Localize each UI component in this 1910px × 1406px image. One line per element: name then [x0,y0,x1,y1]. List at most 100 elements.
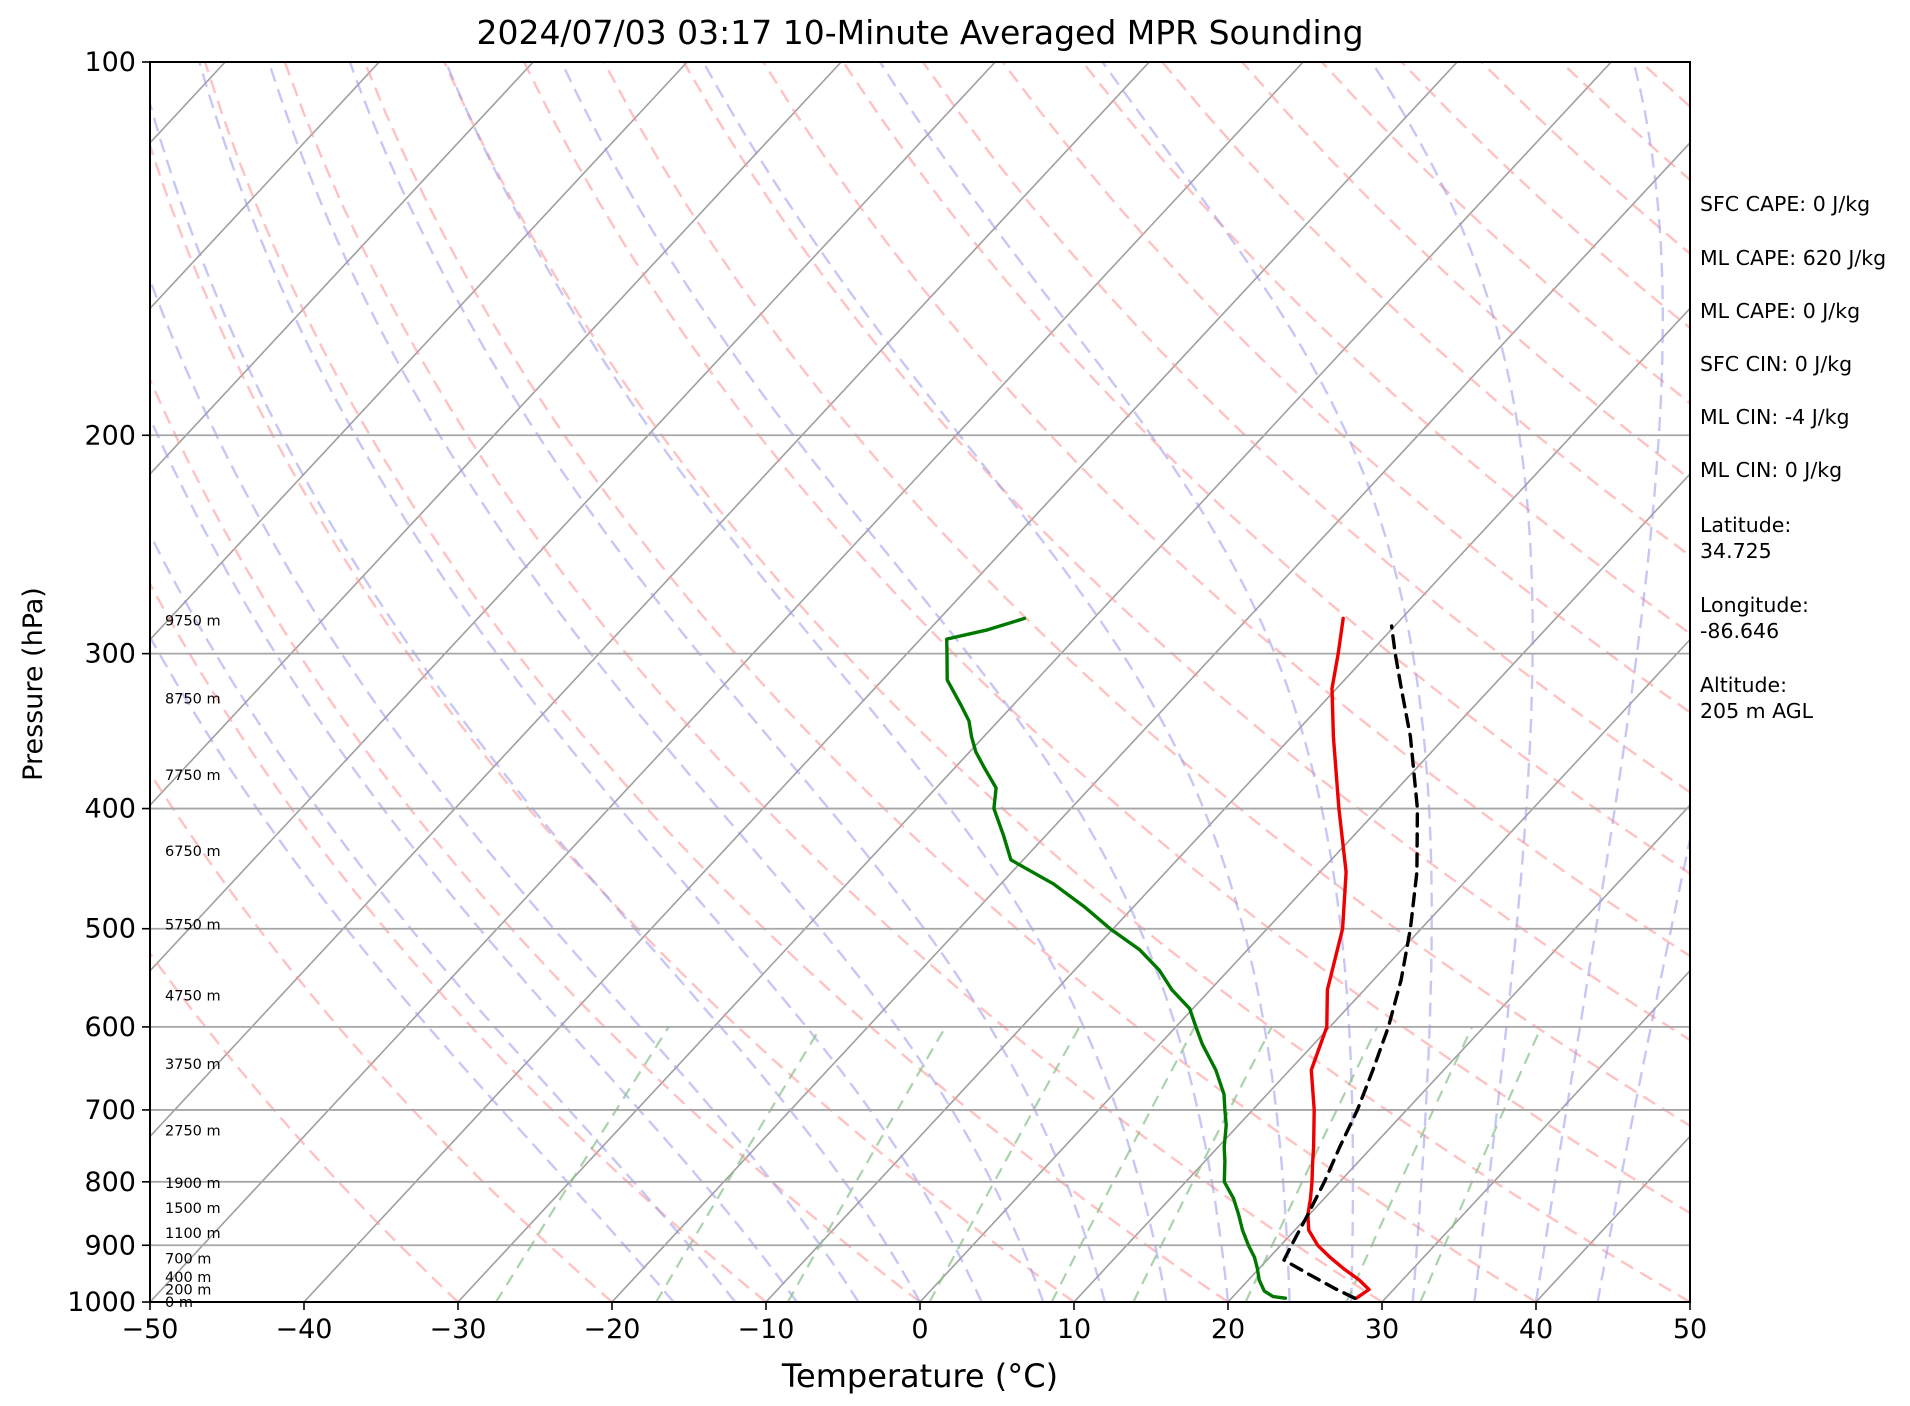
height-label: 9750 m [165,613,221,629]
height-label: 700 m [165,1251,211,1267]
dry-adiabat-line [150,376,921,1302]
info-panel: SFC CAPE: 0 J/kg ML CAPE: 620 J/kg ML CA… [1700,192,1886,723]
y-tick-label: 800 [84,1167,136,1198]
ml-cape-text: ML CAPE: 620 J/kg [1700,246,1886,270]
x-tick-label: 30 [1365,1314,1399,1345]
x-tick-label: 50 [1673,1314,1707,1345]
moist-adiabat-line [1101,62,1433,1302]
isotherm-line [150,62,688,641]
moist-adiabat-line [150,531,737,1302]
x-tick-label: −20 [584,1314,641,1345]
y-tick-label: 200 [84,420,136,451]
x-tick-label: −50 [122,1314,179,1345]
isotherm-line [1381,969,1690,1302]
sounding-series [945,616,1420,1300]
latitude-label: Latitude: [1700,513,1791,537]
mixing-ratio-line [928,1026,1081,1302]
temperature-profile-line [1306,616,1371,1300]
ml-cin-text: ML CIN: -4 J/kg [1700,405,1850,429]
longitude-value: -86.646 [1700,619,1779,643]
y-tick-label: 100 [84,47,136,78]
moist-adiabat-line [150,276,860,1302]
mixing-ratio-line [1050,1026,1196,1302]
dry-adiabat-line [363,62,1537,1302]
y-tick-label: 1000 [67,1287,136,1318]
sfc-cin-text: SFC CIN: 0 J/kg [1700,352,1852,376]
moist-adiabat-line [878,62,1355,1302]
x-tick-label: −40 [276,1314,333,1345]
isotherm-line [150,62,380,310]
isotherm-line [611,141,1690,1302]
altitude-value: 205 m AGL [1700,699,1814,723]
x-tick-label: 40 [1519,1314,1553,1345]
moist-adiabat-line [150,415,798,1302]
dry-adiabat-line [283,62,1383,1302]
height-label: 6750 m [165,844,221,860]
height-label: 5750 m [165,917,221,933]
altitude-label: Altitude: [1700,673,1787,697]
moist-adiabat-line [444,62,1168,1302]
parcel-profile-line [1282,624,1420,1300]
height-label: 1900 m [165,1176,221,1192]
isotherm-line [919,472,1690,1302]
dry-adiabat-line [523,62,1690,1215]
isotherm-line [765,307,1690,1302]
height-label: 7750 m [165,768,221,784]
height-label: 4750 m [165,988,221,1004]
y-tick-label: 600 [84,1012,136,1043]
latitude-value: 34.725 [1700,539,1772,563]
moist-adiabat-line [702,62,1291,1302]
x-tick-label: −30 [430,1314,487,1345]
isotherm-line [303,62,1458,1302]
pressure-gridlines [150,61,1690,1303]
isotherm-line [150,62,534,476]
isotherm-line [1227,804,1690,1302]
height-label: 1500 m [165,1201,221,1217]
moist-adiabat-line [267,62,1045,1302]
moist-adiabat-line [348,62,1106,1302]
moist-adiabat-line [560,62,1230,1302]
y-tick-label: 500 [84,914,136,945]
dewpoint-profile-line [945,616,1288,1300]
y-tick-label: 400 [84,794,136,825]
moist-adiabat-line [198,62,983,1302]
dry-adiabat-line [443,62,1690,1302]
height-label: 200 m [165,1282,211,1298]
mixing-ratio-line [1244,1026,1379,1302]
moist-adiabat-line [1370,62,1534,1302]
y-axis-label: Pressure (hPa) [18,587,49,781]
mixing-ratio-line [1419,1026,1543,1302]
mixing-ratio-line [1132,1026,1273,1302]
moist-adiabat-line [150,99,922,1302]
height-label: 400 m [165,1270,211,1286]
isotherm-line [150,62,996,972]
dry-adiabat-line [602,62,1690,1128]
height-label: 2750 m [165,1123,221,1139]
moist-adiabat-line [1596,833,1690,1302]
isotherm-line [1073,638,1690,1302]
isotherm-line [150,62,1150,1138]
x-axis-label: Temperature (°C) [781,1357,1058,1395]
dry-adiabat-line [150,770,613,1302]
height-label: 3750 m [165,1057,221,1073]
x-tick-label: 20 [1211,1314,1245,1345]
height-label: 8750 m [165,691,221,707]
y-tick-label: 700 [84,1095,136,1126]
dry-adiabat-line [682,62,1690,1042]
y-tick-label: 300 [84,639,136,670]
chart-title: 2024/07/03 03:17 10-Minute Averaged MPR … [476,13,1363,52]
height-label: 1100 m [165,1226,221,1242]
isotherm-line [150,62,1304,1302]
sfc-cape-text: SFC CAPE: 0 J/kg [1700,192,1870,216]
ml-cin-text-2: ML CIN: 0 J/kg [1700,458,1842,482]
dry-adiabat-line [203,62,1229,1302]
isotherm-line [457,62,1612,1302]
mixing-ratio-line [1345,1026,1474,1302]
y-axis-ticks: 100 200 300 400 500 600 700 800 900 1000 [67,47,150,1318]
moist-adiabat-line [1534,62,1665,1302]
mixing-ratio-line [786,1026,947,1302]
x-tick-label: −10 [738,1314,795,1345]
longitude-label: Longitude: [1700,593,1809,617]
